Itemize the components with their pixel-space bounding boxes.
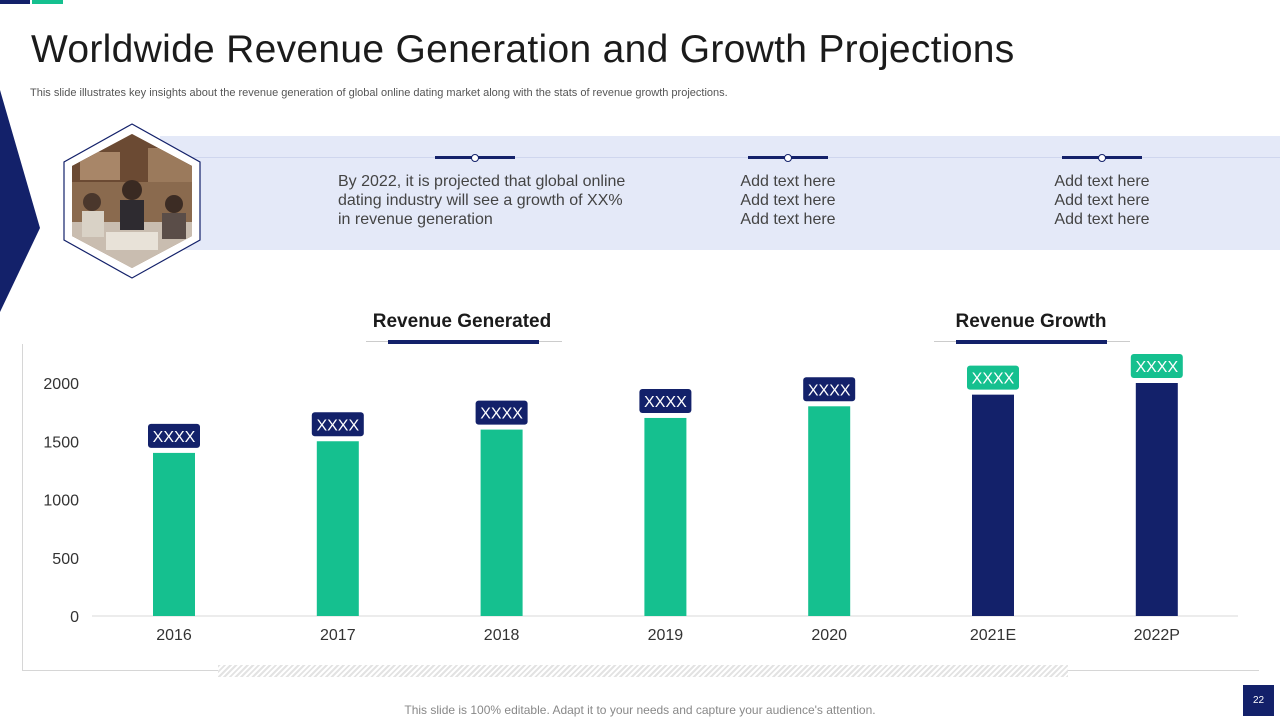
accent-bar-navy [0,0,30,4]
x-tick-label: 2016 [156,627,192,644]
photo-hexagon [62,122,202,285]
revenue-growth-heading: Revenue Growth [955,311,1107,332]
bar [480,429,523,616]
insight-marker-1 [435,154,515,162]
data-label-box [967,365,1019,390]
bar [316,441,359,616]
data-label-box [803,377,856,402]
insight-main-text: By 2022, it is projected that global onl… [338,173,626,228]
insight-col-3: Add text here Add text here Add text her… [1002,172,1202,229]
x-tick-label: 2018 [484,627,520,644]
data-label: XXXX [972,371,1015,388]
x-tick-label: 2017 [320,627,356,644]
insight-marker-3 [1062,154,1142,162]
bar [972,394,1014,616]
data-label-box [475,400,528,425]
x-tick-label: 2022P [1134,627,1180,644]
bar [1135,383,1178,616]
x-tick-label: 2021E [970,627,1016,644]
page-number: 22 [1243,685,1274,716]
y-tick-label: 0 [70,609,79,626]
insight-col-2-line: Add text here [740,173,836,190]
team-photo-image [63,123,201,279]
slide-title: Worldwide Revenue Generation and Growth … [31,28,1015,71]
data-label-box [311,412,364,437]
hatch-decoration [218,665,1068,677]
revenue-growth-underline [956,340,1107,344]
y-tick-label: 1500 [43,434,79,451]
data-label: XXXX [1135,359,1178,376]
insight-band-line [160,157,1280,158]
data-label: XXXX [644,394,687,411]
slide-subtitle: This slide illustrates key insights abou… [30,87,728,99]
insight-col-3-line: Add text here [1054,211,1150,228]
y-tick-label: 500 [52,551,79,568]
data-label: XXXX [316,417,359,434]
insight-marker-2 [748,154,828,162]
data-label: XXXX [153,429,196,446]
chevron-decoration [0,90,40,312]
bar [808,406,851,616]
insight-band [160,136,1280,250]
insight-col-3-line: Add text here [1054,192,1150,209]
x-tick-label: 2019 [648,627,684,644]
x-tick-label: 2020 [811,627,847,644]
y-tick-label: 1000 [43,493,79,510]
insight-col-3-line: Add text here [1054,173,1150,190]
y-tick-label: 2000 [43,376,79,393]
bar [153,452,195,616]
data-label: XXXX [808,382,851,399]
data-label-box [639,388,692,413]
insight-col-2-line: Add text here [740,192,836,209]
revenue-generated-heading: Revenue Generated [372,311,552,332]
footer-note: This slide is 100% editable. Adapt it to… [404,703,876,717]
data-label: XXXX [480,406,523,423]
insight-col-2: Add text here Add text here Add text her… [688,172,888,229]
bar [644,417,687,616]
data-label-box [148,423,200,448]
revenue-generated-underline [388,340,539,344]
accent-bar-green [32,0,63,4]
insight-col-2-line: Add text here [740,211,836,228]
data-label-box [1130,354,1183,378]
